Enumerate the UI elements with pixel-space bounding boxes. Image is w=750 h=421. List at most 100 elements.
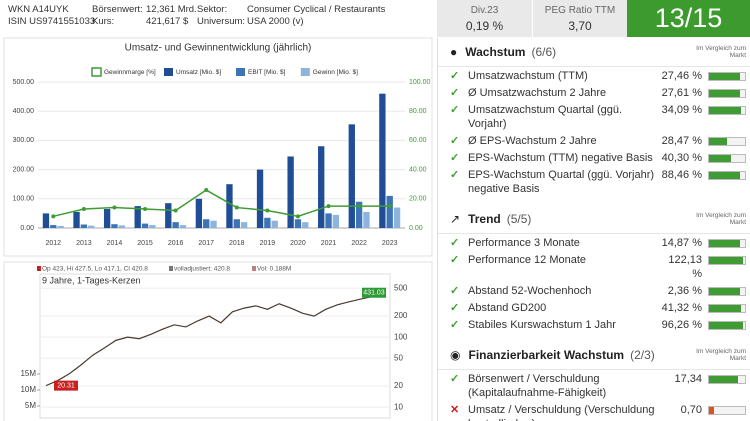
status-icon: ✓ (450, 152, 460, 164)
x-tick-label: 2022 (351, 240, 367, 247)
criterion-name: Ø EPS-Wachstum 2 Jahre (468, 135, 597, 147)
margin-point (204, 188, 209, 193)
criterion-row: ✓ EPS-Wachstum Quartal (ggü. Vorjahr) neg… (438, 166, 750, 197)
bar (386, 195, 393, 228)
criterion-value: 40,30 % (661, 152, 702, 164)
score-bar (708, 154, 746, 163)
y2-tick-label: 80.00 (409, 108, 427, 115)
bar (302, 222, 309, 228)
score-bar (708, 137, 746, 146)
price-label: 431.03 (363, 290, 385, 297)
compare-label: Im Vergleich zum Markt (696, 45, 746, 59)
score-fill (709, 376, 738, 383)
legend-swatch (300, 68, 310, 76)
bar (149, 225, 156, 228)
x-tick-label: 2013 (76, 240, 92, 247)
bar (318, 146, 325, 228)
spacer (438, 197, 750, 205)
section-count: (2/3) (630, 348, 655, 362)
criterion-value: 17,34 (674, 373, 702, 385)
section: ↗ Trend (5/5) Im Vergleich zum Markt ✓ Perfor… (438, 205, 750, 341)
section-title: Wachstum (465, 45, 526, 59)
bar (118, 225, 125, 228)
status-icon: ✓ (450, 302, 460, 314)
section-count: (6/6) (531, 45, 557, 59)
kpi: Div.23 0,19 % (437, 0, 533, 37)
score-fill (709, 155, 731, 162)
bar (195, 198, 203, 228)
score-bar (708, 89, 746, 98)
kpi-value: 0,19 % (465, 19, 504, 33)
criterion-row: ✓ Performance 12 Monate 122,13 % (438, 251, 750, 282)
info-text: Op 423, Hi 427.5, Lo 417.1, Cl 420.8 (42, 266, 148, 273)
x-tick-label: 2017 (198, 240, 214, 247)
score-bar (708, 287, 746, 296)
criterion-name: Umsatzwachstum Quartal (ggü. Vorjahr) (468, 104, 623, 130)
score-bar (708, 375, 746, 384)
y-tick-label: 20 (394, 381, 403, 390)
criterion-value: 14,87 % (661, 237, 702, 249)
field-value: 12,361 Mrd. (146, 4, 197, 15)
volume-tick-label: 15M (20, 369, 36, 378)
bar (325, 213, 332, 228)
bar (233, 219, 240, 228)
criterion-name: Ø Umsatzwachstum 2 Jahre (468, 87, 607, 99)
section: ● Wachstum (6/6) Im Vergleich zum Markt ✓ Ums… (438, 38, 750, 205)
field-label: Börsenwert: (92, 4, 143, 15)
margin-point (112, 205, 117, 210)
x-tick-label: 2012 (46, 240, 62, 247)
price-line (45, 292, 385, 387)
spacer (438, 333, 750, 341)
chart-card (3, 261, 433, 421)
bar (226, 184, 233, 228)
criterion-value: 27,46 % (661, 70, 702, 82)
criterion-row: ✓ Ø Umsatzwachstum 2 Jahre 27,61 % (438, 84, 750, 101)
criterion-name: EPS-Wachstum Quartal (ggü. Vorjahr) nega… (468, 169, 655, 195)
section-title: Finanzierbarkeit Wachstum (468, 348, 625, 362)
y2-tick-label: 20.00 (409, 196, 427, 203)
bar (73, 211, 80, 228)
legend-swatch (91, 67, 102, 77)
y-tick-label: 0.00 (20, 225, 34, 232)
bar (111, 224, 118, 228)
x-tick-label: 2023 (382, 240, 398, 247)
bar (240, 222, 248, 228)
margin-point (173, 208, 178, 213)
bar (42, 213, 50, 228)
field-value: Consumer Cyclical / Restaurants (247, 4, 386, 15)
score-bar (708, 304, 746, 313)
criterion-name: Performance 12 Monate (468, 254, 587, 266)
bar (379, 93, 386, 229)
margin-point (265, 208, 270, 213)
bar (172, 222, 179, 228)
bar (141, 223, 149, 228)
criterion-row: ✓ Performance 3 Monate 14,87 % (438, 234, 750, 251)
legend-swatch (164, 68, 173, 76)
bar (294, 219, 302, 228)
score-fill (709, 257, 744, 264)
score-fill (709, 107, 742, 114)
criterion-value: 96,26 % (661, 319, 702, 331)
field-value: 421,617 $ (146, 16, 189, 27)
kpi-label: PEG Ratio TTM (544, 5, 616, 16)
status-icon: ✓ (450, 237, 460, 249)
bar (210, 220, 217, 228)
margin-point (295, 214, 300, 219)
status-icon: ✓ (450, 135, 460, 147)
criterion-name: Stabiles Kurswachstum 1 Jahr (468, 319, 616, 331)
status-icon: ✓ (450, 169, 460, 181)
bar (179, 225, 187, 228)
bar (363, 211, 370, 228)
score-fill (709, 407, 715, 414)
criterion-row: ✓ Stabiles Kurswachstum 1 Jahr 96,26 % (438, 316, 750, 333)
section: ◉ Finanzierbarkeit Wachstum (2/3) Im Vergle… (438, 341, 750, 421)
score-bar (708, 171, 746, 180)
bar (88, 225, 95, 228)
bar (264, 217, 271, 228)
section-icon: ● (450, 45, 458, 59)
wkn: WKN A14UYK (8, 4, 69, 15)
margin-point (51, 214, 56, 219)
field-label: Sektor: (197, 4, 228, 15)
y2-tick-label: 40.00 (409, 166, 427, 173)
bar (134, 206, 141, 228)
